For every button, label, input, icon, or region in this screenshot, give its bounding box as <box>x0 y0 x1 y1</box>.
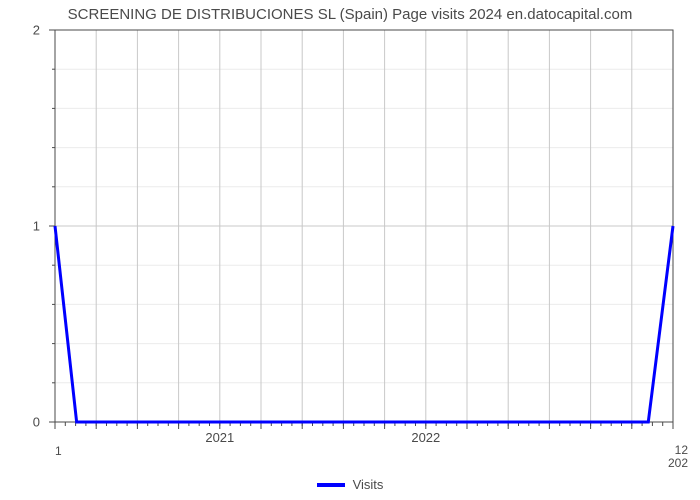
x-tick-label: 2022 <box>411 430 440 445</box>
y-tick-label: 2 <box>33 23 40 38</box>
y-tick-label: 0 <box>33 415 40 430</box>
legend: Visits <box>0 477 700 492</box>
x-tick-label: 2021 <box>205 430 234 445</box>
x-axis-secondary-left: 1 <box>55 444 62 458</box>
y-tick-label: 1 <box>33 219 40 234</box>
legend-label: Visits <box>353 477 384 492</box>
chart-plot <box>0 0 700 500</box>
chart-container: SCREENING DE DISTRIBUCIONES SL (Spain) P… <box>0 0 700 500</box>
legend-swatch <box>317 483 345 487</box>
x-axis-secondary-right: 12 202 <box>668 444 688 470</box>
